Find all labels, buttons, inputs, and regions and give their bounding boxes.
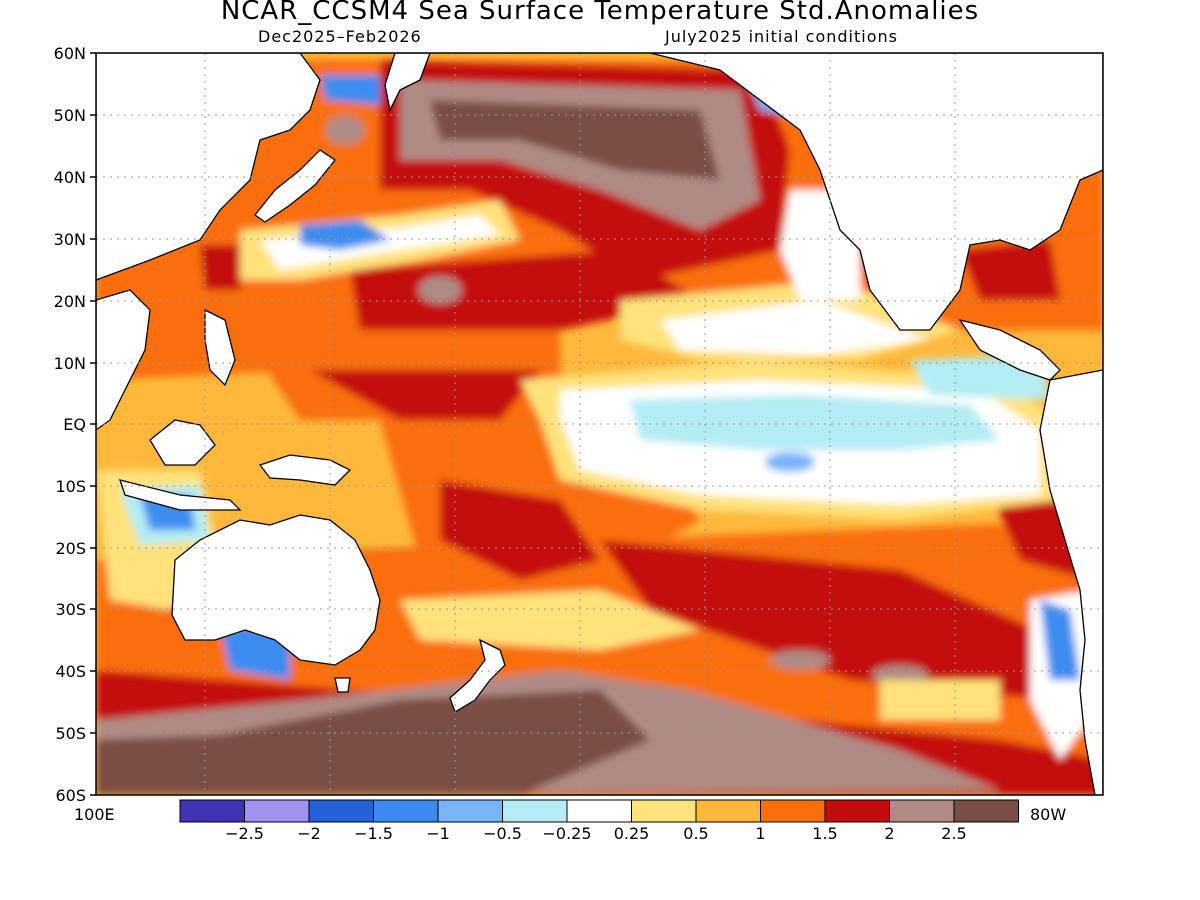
colorbar-swatch	[566, 799, 632, 823]
colorbar-swatch	[631, 799, 697, 823]
lon-label-left: 100E	[74, 805, 115, 824]
graticule	[96, 53, 1103, 795]
colorbar-swatch	[179, 799, 245, 823]
colorbar-swatch	[824, 799, 890, 823]
colorbar-label: −0.25	[542, 824, 591, 843]
colorbar-label: −2	[297, 824, 321, 843]
colorbar-swatch	[695, 799, 761, 823]
colorbar: −2.5 −2 −1.5 −1 −0.5 −0.25 0.25 0.5 1 1.5 2 2.5	[179, 799, 1019, 843]
colorbar-label: −1.5	[354, 824, 393, 843]
map-title: NCAR_CCSM4 Sea Surface Temperature Std.A…	[220, 0, 980, 26]
colorbar-swatch	[760, 799, 826, 823]
colorbar-swatch	[244, 799, 310, 823]
colorbar-swatch	[502, 799, 568, 823]
colorbar-label: 1.5	[812, 824, 837, 843]
lat-label: 30S	[55, 600, 86, 619]
initial-conditions: July2025 initial conditions	[665, 27, 898, 46]
colorbar-label: −0.5	[483, 824, 522, 843]
lat-label: 10S	[55, 477, 86, 496]
lat-label: 60N	[54, 44, 86, 63]
lat-label: 30N	[54, 230, 86, 249]
lon-label-right: 80W	[1030, 805, 1066, 824]
lat-label: 50S	[55, 724, 86, 743]
lat-label: 10N	[54, 354, 86, 373]
land-masses	[96, 53, 1103, 795]
colorbar-label: −2.5	[225, 824, 264, 843]
colorbar-swatch	[953, 799, 1019, 823]
latitude-labels: 60N 50N 40N 30N 20N 10N EQ 10S 20S 30S 4…	[54, 44, 86, 805]
forecast-period: Dec2025–Feb2026	[258, 27, 422, 46]
lat-label: 40S	[55, 662, 86, 681]
colorbar-label: 0.5	[683, 824, 708, 843]
colorbar-label: 2	[884, 824, 894, 843]
colorbar-label: 1	[755, 824, 765, 843]
lat-label: 60S	[55, 786, 86, 805]
lat-label: 20N	[54, 292, 86, 311]
colorbar-swatch	[889, 799, 955, 823]
colorbar-swatch	[373, 799, 439, 823]
colorbar-swatch	[308, 799, 374, 823]
colorbar-swatch	[437, 799, 503, 823]
colorbar-label: −1	[426, 824, 450, 843]
colorbar-label: 0.25	[614, 824, 650, 843]
colorbar-label: 2.5	[941, 824, 966, 843]
lat-label: EQ	[63, 415, 86, 434]
lat-label: 50N	[54, 106, 86, 125]
lat-label: 40N	[54, 168, 86, 187]
anomaly-field	[96, 53, 1103, 795]
lat-label: 20S	[55, 539, 86, 558]
